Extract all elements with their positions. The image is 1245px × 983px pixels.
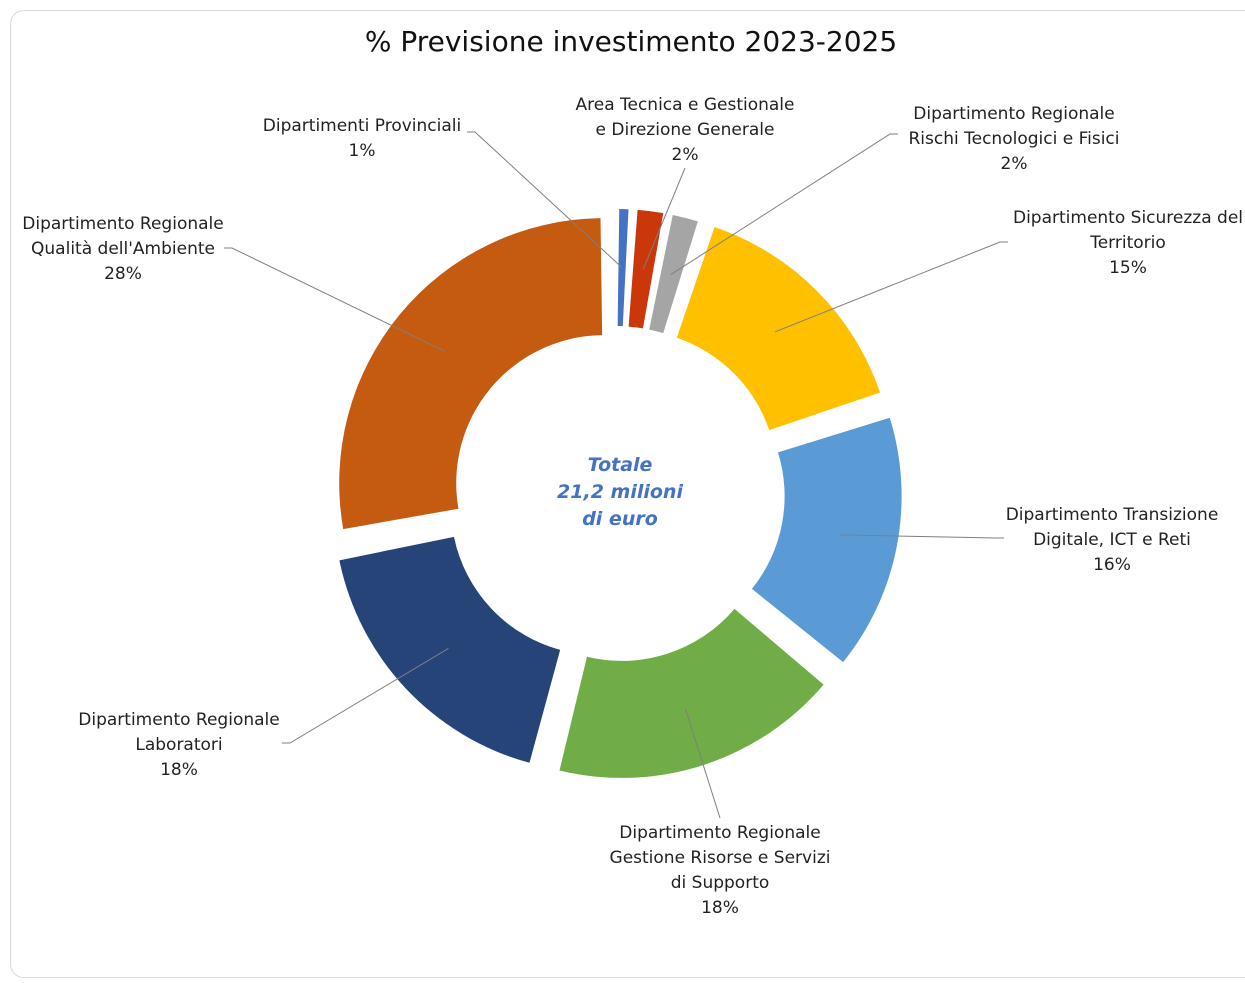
slice-label: Dipartimento Transizione Digitale, ICT e …: [1006, 505, 1219, 575]
donut-slice: [339, 536, 561, 763]
donut-slice: [676, 226, 881, 431]
donut-slice: [628, 209, 664, 329]
slice-name-label: Dipartimenti Provinciali: [263, 116, 461, 136]
leader-line: [224, 247, 446, 352]
slice-label: Dipartimento Regionale Qualità dell'Ambie…: [22, 214, 223, 284]
slice-name-label: Digitale, ICT e Reti: [1033, 530, 1191, 550]
slice-label: Area Tecnica e Gestionale e Direzione Gen…: [575, 95, 794, 165]
leader-line: [642, 167, 686, 270]
donut-slice: [339, 218, 603, 530]
slice-name-label: Dipartimento Regionale: [913, 104, 1114, 124]
slice-name-label: Dipartimento Regionale: [22, 214, 223, 234]
slice-label: Dipartimento Regionale Rischi Tecnologici…: [908, 104, 1119, 174]
leader-lines: [224, 131, 1008, 819]
center-total-label: Totale 21,2 milioni di euro: [557, 454, 683, 530]
slice-name-label: Dipartimento Sicurezza del: [1013, 208, 1243, 228]
slice-percent-label: 1%: [349, 141, 376, 161]
slice-name-label: Rischi Tecnologici e Fisici: [908, 129, 1119, 149]
donut-slice: [617, 209, 629, 327]
slice-percent-label: 2%: [672, 145, 699, 165]
leader-line: [670, 133, 898, 275]
slice-percent-label: 16%: [1093, 555, 1131, 575]
slice-percent-label: 2%: [1001, 154, 1028, 174]
donut-slice: [649, 214, 698, 334]
center-label-line: 21,2 milioni: [557, 481, 683, 503]
slice-name-label: Dipartimento Regionale: [78, 710, 279, 730]
leader-line: [685, 709, 721, 819]
slice-name-label: Dipartimento Regionale: [619, 823, 820, 843]
slice-label: Dipartimenti Provinciali 1%: [263, 116, 461, 161]
chart-frame: [10, 10, 1245, 978]
slice-name-label: Area Tecnica e Gestionale: [575, 95, 794, 115]
center-label-line: di euro: [582, 508, 658, 530]
leader-line: [467, 131, 623, 268]
slice-label: Dipartimento Regionale Gestione Risorse e…: [610, 823, 831, 918]
donut-slice: [559, 608, 824, 778]
leader-line: [774, 241, 1008, 333]
center-label-line: Totale: [588, 454, 653, 476]
slice-percent-label: 18%: [701, 898, 739, 918]
slice-label: Dipartimento Sicurezza del Territorio 15%: [1013, 208, 1243, 278]
slices-layer: [339, 209, 902, 778]
slice-percent-label: 15%: [1109, 258, 1147, 278]
slice-name-label: Dipartimento Transizione: [1006, 505, 1219, 525]
slice-label: Dipartimento Regionale Laboratori 18%: [78, 710, 279, 780]
chart-title: % Previsione investimento 2023-2025: [364, 25, 898, 58]
slice-name-label: Gestione Risorse e Servizi: [610, 848, 831, 868]
slice-name-label: e Direzione Generale: [596, 120, 775, 140]
slice-name-label: Qualità dell'Ambiente: [31, 239, 215, 259]
donut-slice: [751, 417, 902, 663]
slice-name-label: Laboratori: [135, 735, 222, 755]
slice-name-label: di Supporto: [671, 873, 770, 893]
data-labels: Dipartimenti Provinciali 1% Area Tecnica e…: [22, 95, 1243, 918]
leader-line: [839, 534, 1004, 539]
slice-percent-label: 28%: [104, 264, 142, 284]
slice-percent-label: 18%: [160, 760, 198, 780]
leader-line: [282, 647, 449, 744]
slice-name-label: Territorio: [1089, 233, 1166, 253]
